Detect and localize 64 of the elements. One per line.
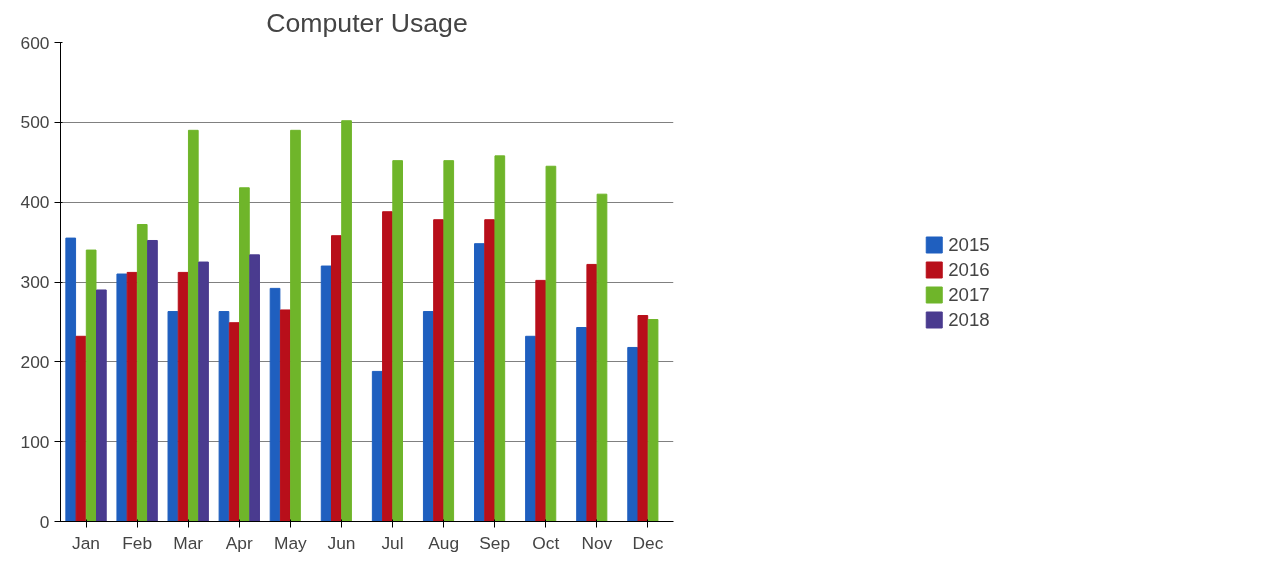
bar <box>433 219 444 522</box>
x-tick-label: May <box>274 532 308 553</box>
bar <box>96 289 107 522</box>
bar <box>116 273 128 522</box>
bar <box>177 271 189 522</box>
bar <box>484 219 495 522</box>
x-tick-label: Apr <box>225 532 253 553</box>
legend-label: 2018 <box>948 308 990 330</box>
bar <box>239 187 250 522</box>
y-tick-label: 400 <box>20 192 50 213</box>
x-tick-label: Jun <box>327 532 356 553</box>
bar <box>290 129 301 522</box>
bar <box>545 165 557 522</box>
x-tick-label: Dec <box>632 532 664 553</box>
legend-label: 2016 <box>948 258 990 280</box>
x-tick-label: Jul <box>381 532 404 553</box>
bar <box>474 243 485 522</box>
bar <box>126 271 138 522</box>
y-tick-label: 200 <box>20 351 50 372</box>
y-tick-label: 0 <box>39 511 50 532</box>
bar <box>320 265 332 522</box>
x-tick-label: Aug <box>428 532 460 553</box>
bar <box>167 311 179 522</box>
x-tick-label: Jan <box>72 532 101 553</box>
bar <box>249 254 260 522</box>
bar <box>85 249 97 522</box>
x-tick-label: Nov <box>581 532 613 553</box>
bar <box>198 261 209 522</box>
bar <box>341 120 352 522</box>
y-tick-label: 500 <box>20 112 50 133</box>
bar <box>637 315 649 522</box>
chart-title: Computer Usage <box>266 7 468 38</box>
bar <box>392 160 403 522</box>
y-tick-label: 300 <box>20 272 50 292</box>
bar <box>494 155 506 522</box>
x-tick-label: Sep <box>479 532 511 553</box>
bar <box>371 370 383 522</box>
bar <box>269 287 281 522</box>
bar <box>228 322 240 522</box>
bar <box>586 263 598 522</box>
x-tick-label: Mar <box>173 532 204 553</box>
bar <box>382 211 393 522</box>
bar <box>627 346 638 522</box>
bar <box>596 193 608 522</box>
y-tick-label: 100 <box>20 431 50 452</box>
bar <box>576 327 587 522</box>
bar <box>279 309 291 522</box>
bar <box>136 224 148 522</box>
legend-label: 2015 <box>948 233 990 255</box>
bar <box>647 319 659 522</box>
x-tick-label: Oct <box>532 532 560 553</box>
bar <box>422 311 434 522</box>
bar <box>535 279 547 522</box>
bar <box>525 335 536 522</box>
bar <box>443 160 455 522</box>
x-tick-label: Feb <box>122 532 153 553</box>
bar <box>65 237 77 522</box>
bar <box>147 239 158 522</box>
legend-label: 2017 <box>948 283 990 305</box>
y-tick-label: 600 <box>20 32 50 53</box>
bar <box>75 335 87 522</box>
bar <box>331 235 342 522</box>
bar <box>218 311 230 522</box>
bar <box>187 129 199 522</box>
